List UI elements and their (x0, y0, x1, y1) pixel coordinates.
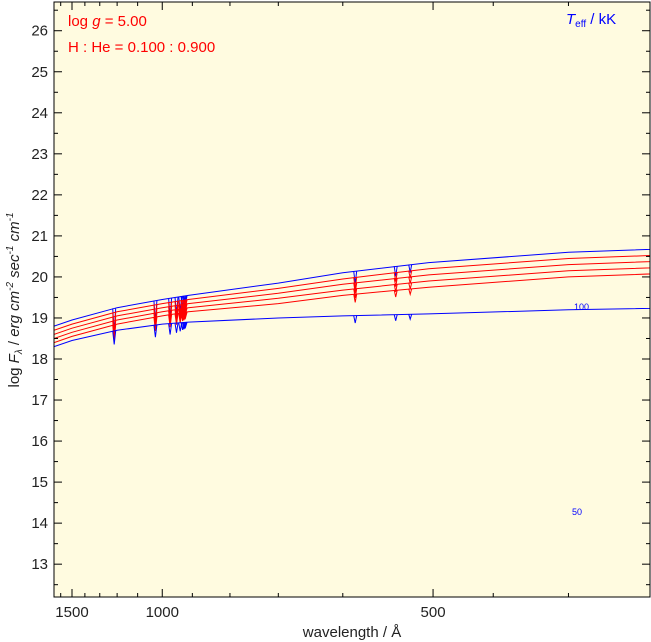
composition-annotation: H : He = 0.100 : 0.900 (68, 39, 215, 56)
absorption-line (178, 322, 183, 332)
absorption-line (168, 314, 173, 328)
y-tick-label: 19 (31, 310, 48, 327)
y-axis-title: log Fλ / erg cm-2 sec-1 cm-1 (5, 212, 25, 387)
x-tick-label: 500 (421, 604, 446, 621)
absorption-line (408, 314, 413, 321)
y-tick-label: 16 (31, 433, 48, 450)
spectrum-curve (54, 267, 650, 339)
absorption-line (408, 264, 413, 273)
y-tick-label: 15 (31, 474, 48, 491)
x-tick-label: 1500 (55, 604, 88, 621)
absorption-line (393, 284, 398, 292)
absorption-line (353, 293, 358, 303)
plot-background (54, 2, 650, 597)
y-tick-label: 25 (31, 64, 48, 81)
absorption-line (408, 270, 413, 279)
logg-annotation: log g = 5.00 (68, 13, 147, 30)
y-tick-label: 21 (31, 228, 48, 245)
absorption-line (393, 278, 398, 287)
spectrum-curve (54, 307, 650, 348)
absorption-line (393, 289, 398, 298)
x-tick-label: 1000 (146, 604, 179, 621)
absorption-line (353, 315, 358, 324)
absorption-line (393, 314, 398, 321)
absorption-line (353, 288, 358, 298)
absorption-line (112, 330, 117, 345)
y-tick-label: 23 (31, 146, 48, 163)
y-tick-label: 18 (31, 351, 48, 368)
absorption-line (408, 288, 413, 297)
spectrum-curve (54, 248, 650, 327)
teff-legend: Teff / kK (566, 11, 616, 30)
absorption-line (353, 282, 358, 294)
y-tick-label: 13 (31, 556, 48, 573)
y-tick-label: 26 (31, 23, 48, 40)
absorption-line (393, 272, 398, 282)
y-tick-label: 14 (31, 515, 48, 532)
curve-label-hot: 100 (574, 302, 589, 312)
y-axis-ticks: 13 14 15 16 17 18 19 20 21 22 23 24 25 26 (31, 9, 650, 586)
plot-frame (53, 1, 651, 598)
x-axis-title: wavelength / Å (302, 624, 401, 641)
absorption-line (183, 322, 188, 329)
absorption-line (393, 266, 398, 277)
absorption-line (168, 323, 173, 335)
absorption-line (183, 312, 188, 320)
y-tick-label: 17 (31, 392, 48, 409)
x-axis-ticks: 1500 1000 500 (55, 2, 569, 621)
absorption-line (153, 324, 158, 338)
y-tick-label: 20 (31, 269, 48, 286)
absorption-line (408, 276, 413, 284)
spectrum-curve (54, 261, 650, 335)
absorption-line (153, 316, 158, 331)
curve-label-cool: 50 (572, 507, 582, 517)
spectrum-curve (54, 273, 650, 344)
absorption-line (182, 322, 187, 329)
absorption-line (174, 313, 179, 325)
curves-layer (54, 248, 650, 348)
y-tick-label: 24 (31, 105, 48, 122)
y-tick-label: 22 (31, 187, 48, 204)
absorption-line (174, 322, 179, 333)
spectrum-curve (54, 255, 650, 331)
absorption-line (182, 312, 187, 320)
